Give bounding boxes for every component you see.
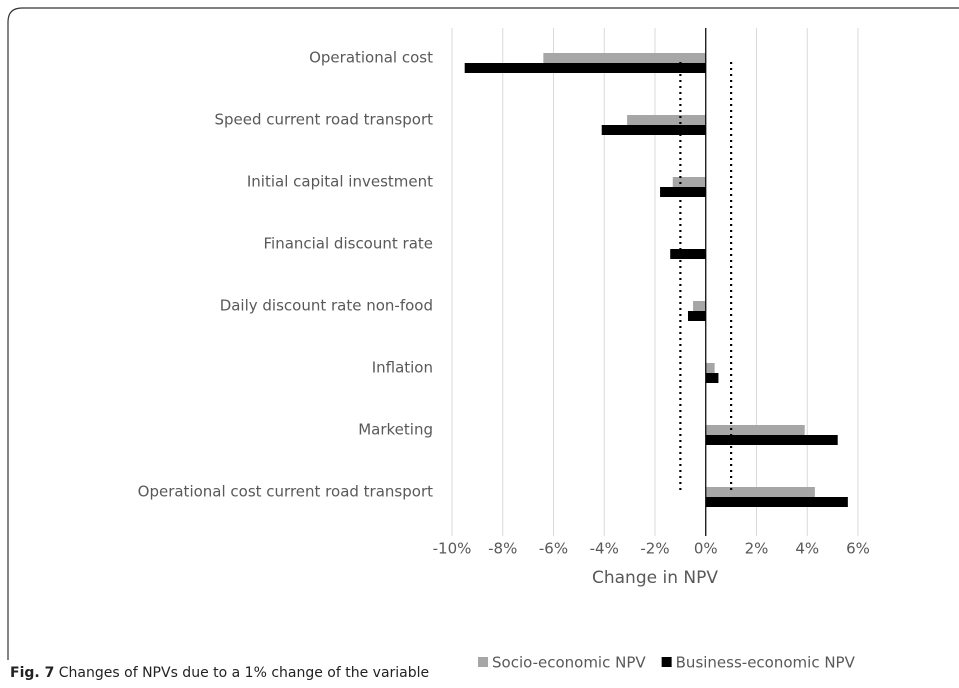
x-tick-label: -10% <box>433 540 472 558</box>
x-tick-label: -8% <box>488 540 517 558</box>
x-tick-label: -4% <box>590 540 619 558</box>
category-label: Marketing <box>358 421 433 439</box>
category-label: Inflation <box>372 359 433 377</box>
bar <box>627 115 706 125</box>
x-tick-label: 2% <box>745 540 769 558</box>
legend-swatch <box>478 657 488 667</box>
category-label: Initial capital investment <box>247 173 433 191</box>
legend-label: Socio-economic NPV <box>492 654 646 672</box>
bar <box>464 63 706 73</box>
caption-label: Fig. 7 <box>10 665 54 681</box>
x-tick-label: -2% <box>640 540 669 558</box>
legend-swatch <box>661 657 672 667</box>
category-label: Operational cost <box>309 49 433 67</box>
x-tick-label: 6% <box>846 540 870 558</box>
caption-text: Changes of NPVs due to a 1% change of th… <box>59 665 429 681</box>
bar <box>705 497 848 507</box>
bar <box>705 363 715 373</box>
x-tick-label: 0% <box>694 540 718 558</box>
category-label: Daily discount rate non-food <box>220 297 433 315</box>
caption: Fig. 7 Changes of NPVs due to a 1% chang… <box>10 665 429 681</box>
x-tick-label: -6% <box>539 540 568 558</box>
bar <box>543 53 706 63</box>
bar <box>705 435 838 445</box>
x-axis-title: Change in NPV <box>592 568 718 588</box>
category-label: Operational cost current road transport <box>138 483 433 501</box>
bar <box>705 425 805 435</box>
bar <box>687 311 706 321</box>
bar <box>705 373 719 383</box>
bar <box>670 249 706 259</box>
bar <box>601 125 706 135</box>
bar <box>660 187 706 197</box>
x-tick-label: 4% <box>795 540 819 558</box>
frame <box>7 7 959 660</box>
bar <box>705 487 815 497</box>
legend-label: Business-economic NPV <box>676 654 856 672</box>
bar <box>693 301 706 311</box>
category-label: Speed current road transport <box>215 111 434 129</box>
bar <box>672 177 706 187</box>
category-label: Financial discount rate <box>263 235 433 253</box>
